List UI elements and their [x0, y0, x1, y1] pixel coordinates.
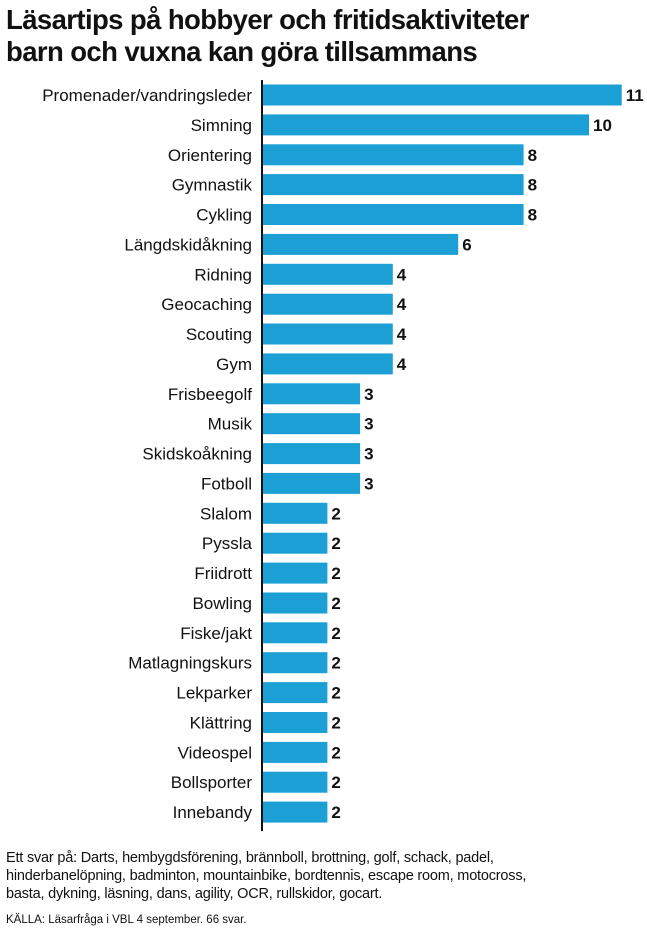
category-label: Skidskoåkning	[142, 445, 252, 464]
bar-23	[262, 741, 328, 763]
value-label: 2	[331, 773, 340, 792]
bar-25	[262, 801, 328, 823]
category-label: Pyssla	[202, 534, 253, 553]
value-label: 8	[528, 176, 537, 195]
value-label: 2	[331, 684, 340, 703]
category-label: Friidrott	[194, 564, 252, 583]
value-label: 8	[528, 146, 537, 165]
category-label: Bollsporter	[171, 773, 253, 792]
category-label: Klättring	[190, 714, 252, 733]
value-labels-group: 11 10 8 8 8 6 4 4 4 4 3 3 3 3 2 2 2 2 2 2 2 2 2 2 2	[331, 86, 643, 822]
category-label: Videospel	[178, 743, 252, 762]
value-label: 2	[331, 624, 340, 643]
footnote: Ett svar på: Darts, hembygdsförening, br…	[6, 849, 642, 903]
category-label: Orientering	[168, 146, 252, 165]
value-label: 2	[331, 504, 340, 523]
category-label: Bowling	[192, 594, 252, 613]
footnote-line-3: basta, dykning, läsning, dans, agility, …	[6, 886, 383, 902]
bar-16	[262, 532, 328, 554]
value-label: 8	[528, 206, 537, 225]
source-note: KÄLLA: Läsarfråga i VBL 4 september. 66 …	[6, 914, 247, 926]
value-label: 2	[331, 594, 340, 613]
bars-group	[262, 84, 622, 823]
value-label: 4	[397, 295, 407, 314]
bar-13	[262, 443, 361, 465]
category-label: Ridning	[194, 265, 252, 284]
category-label: Längdskidåkning	[124, 235, 252, 254]
value-label: 3	[364, 445, 373, 464]
bar-7	[262, 263, 393, 285]
value-label: 3	[364, 385, 373, 404]
bar-1	[262, 84, 622, 106]
bar-19	[262, 622, 328, 644]
category-label: Geocaching	[161, 295, 252, 314]
value-label: 2	[331, 714, 340, 733]
value-label: 3	[364, 474, 373, 493]
category-label: Matlagningskurs	[128, 654, 252, 673]
footnote-line-1: Ett svar på: Darts, hembygdsförening, br…	[6, 850, 494, 866]
bar-20	[262, 652, 328, 674]
category-label: Frisbeegolf	[168, 385, 252, 404]
category-label: Scouting	[186, 325, 252, 344]
value-label: 4	[397, 325, 407, 344]
chart-title-line-1: Läsartips på hobbyer och fritidsaktivite…	[6, 4, 529, 35]
bar-18	[262, 592, 328, 614]
bar-22	[262, 712, 328, 733]
category-label: Lekparker	[176, 684, 252, 703]
category-label: Promenader/vandringsleder	[42, 86, 252, 105]
bar-4	[262, 174, 524, 196]
category-label: Slalom	[200, 504, 252, 523]
bar-17	[262, 562, 328, 584]
bar-chart: Promenader/vandringsleder Simning Orienter…	[42, 80, 644, 832]
value-label: 2	[331, 534, 340, 553]
bar-11	[262, 383, 361, 405]
value-label: 4	[397, 355, 407, 374]
value-label: 2	[331, 564, 340, 583]
bar-14	[262, 472, 361, 494]
value-label: 2	[331, 743, 340, 762]
category-label: Fiske/jakt	[180, 624, 252, 643]
bar-9	[262, 323, 393, 345]
value-label: 4	[397, 265, 407, 284]
bar-10	[262, 353, 393, 375]
value-label: 6	[462, 235, 471, 254]
category-label: Musik	[208, 415, 253, 434]
value-label: 3	[364, 415, 373, 434]
value-label: 11	[626, 86, 644, 105]
category-label: Gym	[216, 355, 252, 374]
footnote-line-2: hinderbanelöpning, badminton, mountainbi…	[6, 868, 527, 884]
category-label: Simning	[191, 116, 252, 135]
value-label: 2	[331, 654, 340, 673]
chart-title-line-2: barn och vuxna kan göra tillsammans	[6, 36, 478, 67]
category-label: Gymnastik	[172, 176, 253, 195]
bar-8	[262, 293, 393, 315]
bar-15	[262, 502, 328, 524]
category-label: Fotboll	[201, 474, 252, 493]
bar-21	[262, 682, 328, 704]
bar-24	[262, 771, 328, 793]
bar-3	[262, 144, 524, 166]
bar-5	[262, 204, 524, 225]
bar-6	[262, 233, 459, 255]
chart-title: Läsartips på hobbyer och fritidsaktivite…	[6, 4, 642, 68]
category-label: Innebandy	[173, 803, 253, 822]
category-labels-group: Promenader/vandringsleder Simning Orienter…	[42, 86, 252, 822]
category-label: Cykling	[196, 206, 252, 225]
bar-2	[262, 114, 589, 136]
value-label: 2	[331, 803, 340, 822]
value-label: 10	[593, 116, 612, 135]
bar-12	[262, 413, 361, 435]
